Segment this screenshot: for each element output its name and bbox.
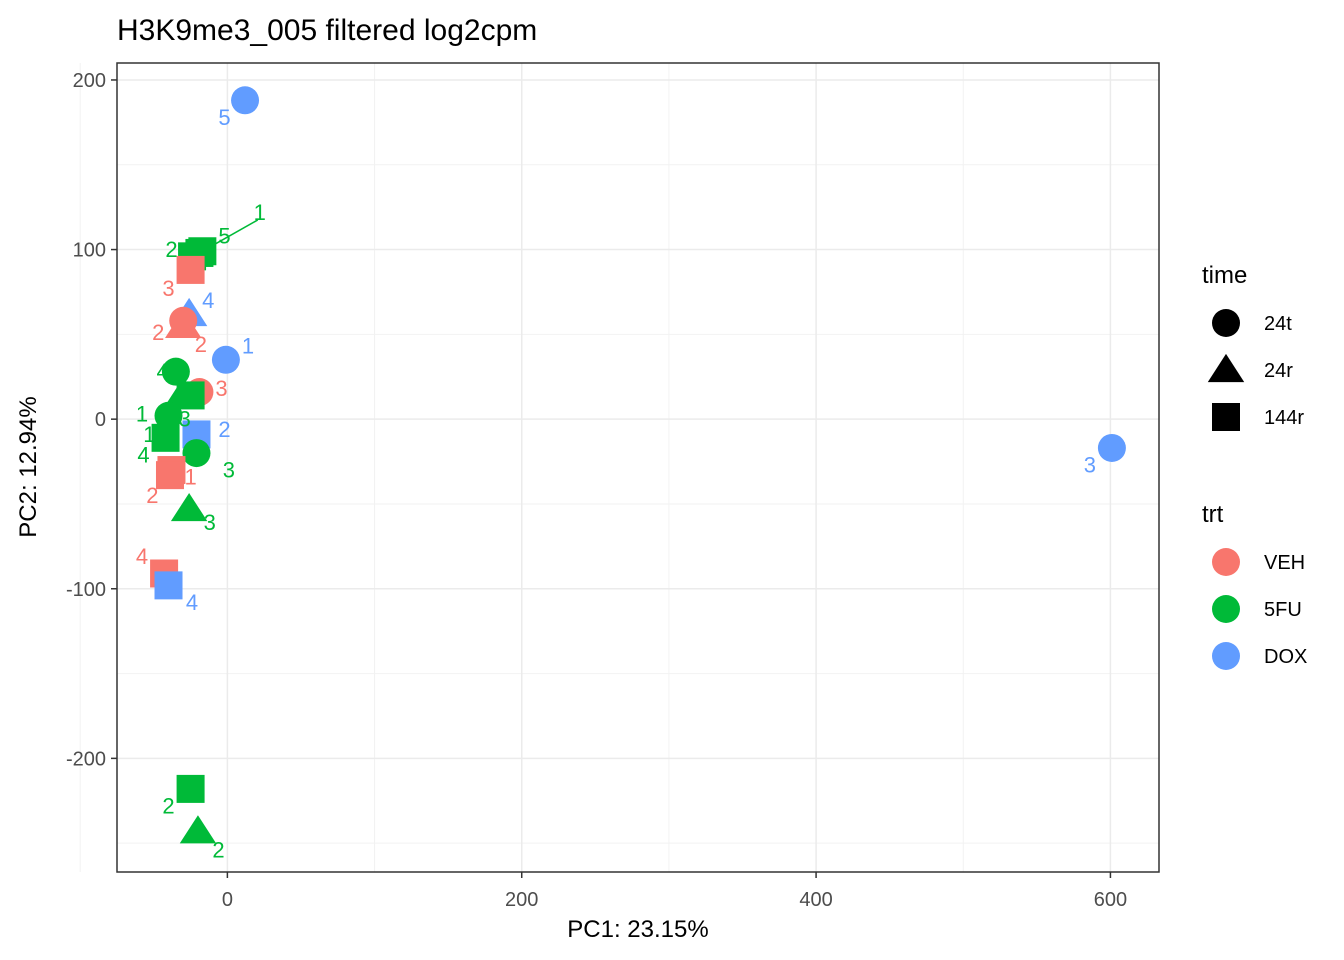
y-tick-label: -200 <box>66 748 106 770</box>
data-points <box>150 86 1126 844</box>
point-label: 4 <box>186 590 198 615</box>
data-point <box>182 439 211 468</box>
data-point <box>176 774 205 803</box>
data-point <box>176 381 205 410</box>
data-point <box>170 492 208 522</box>
y-tick-label: 0 <box>95 409 106 431</box>
point-label: 3 <box>1084 452 1096 477</box>
minor-gridlines <box>79 63 1159 872</box>
legend-trt-label: VEH <box>1264 552 1305 574</box>
point-label: 3 <box>223 458 235 483</box>
point-label: 3 <box>204 510 216 535</box>
point-label: 3 <box>215 376 227 401</box>
legend-trt-label: DOX <box>1264 646 1307 668</box>
point-label: 1 <box>254 200 266 225</box>
data-point <box>154 571 183 600</box>
point-label: 2 <box>212 837 224 862</box>
legend-trt-title: trt <box>1202 501 1224 528</box>
legend-time-label: 144r <box>1264 407 1304 429</box>
plot-background <box>117 63 1159 872</box>
x-tick-label: 400 <box>799 889 832 911</box>
data-point <box>1097 433 1126 462</box>
legend-time-label: 24r <box>1264 360 1293 382</box>
point-label: 5 <box>218 105 230 130</box>
legend-time-key <box>1207 353 1245 383</box>
point-label: 4 <box>156 359 168 384</box>
data-point <box>165 309 202 338</box>
legend-trt-label: 5FU <box>1264 599 1302 621</box>
data-point <box>231 86 260 115</box>
point-label: 1 <box>242 334 254 359</box>
point-label: 5 <box>218 224 230 249</box>
x-tick-label: 200 <box>505 889 538 911</box>
x-axis-title: PC1: 23.15% <box>567 916 708 943</box>
point-label: 1 <box>143 422 155 447</box>
chart-title: H3K9me3_005 filtered log2cpm <box>117 14 537 47</box>
point-label: 3 <box>179 407 191 432</box>
point-label: 2 <box>162 793 174 818</box>
point-label: 1 <box>136 402 148 427</box>
legend-trt-key <box>1212 548 1240 576</box>
y-tick-label: 200 <box>73 70 106 92</box>
x-tick-label: 0 <box>222 889 233 911</box>
point-label: 1 <box>184 464 196 489</box>
legend-time-key <box>1212 403 1240 431</box>
y-tick-label: -100 <box>66 579 106 601</box>
data-point <box>176 255 205 284</box>
x-axis: 0 200 400 600 <box>222 872 1127 911</box>
point-label: 2 <box>195 332 207 357</box>
data-point <box>154 401 183 430</box>
point-label: 2 <box>218 417 230 442</box>
major-gridlines <box>117 63 1159 872</box>
y-tick-label: 100 <box>73 240 106 262</box>
legend-time-key <box>1212 309 1240 337</box>
legend-trt-key <box>1212 595 1240 623</box>
point-label: 2 <box>146 483 158 508</box>
x-tick-label: 600 <box>1094 889 1127 911</box>
point-label: 3 <box>162 276 174 301</box>
point-label: 4 <box>136 544 148 569</box>
data-point <box>211 345 240 374</box>
legend-time-title: time <box>1202 262 1247 289</box>
y-axis-title: PC2: 12.94% <box>15 396 42 537</box>
plot-border <box>116 62 1160 873</box>
y-axis: -200 -100 0 100 200 <box>66 70 117 770</box>
data-point <box>151 423 180 452</box>
point-label: 2 <box>152 320 164 345</box>
point-label: 4 <box>202 288 214 313</box>
data-point <box>179 815 217 844</box>
legend-time: time 24t 24r 144r <box>1202 262 1304 431</box>
data-point <box>155 461 184 490</box>
legend-trt: trt VEH 5FU DOX <box>1202 501 1307 670</box>
legend-trt-key <box>1212 642 1240 670</box>
legend-time-label: 24t <box>1264 313 1292 335</box>
point-label: 2 <box>165 237 177 262</box>
point-label: 4 <box>137 442 149 467</box>
